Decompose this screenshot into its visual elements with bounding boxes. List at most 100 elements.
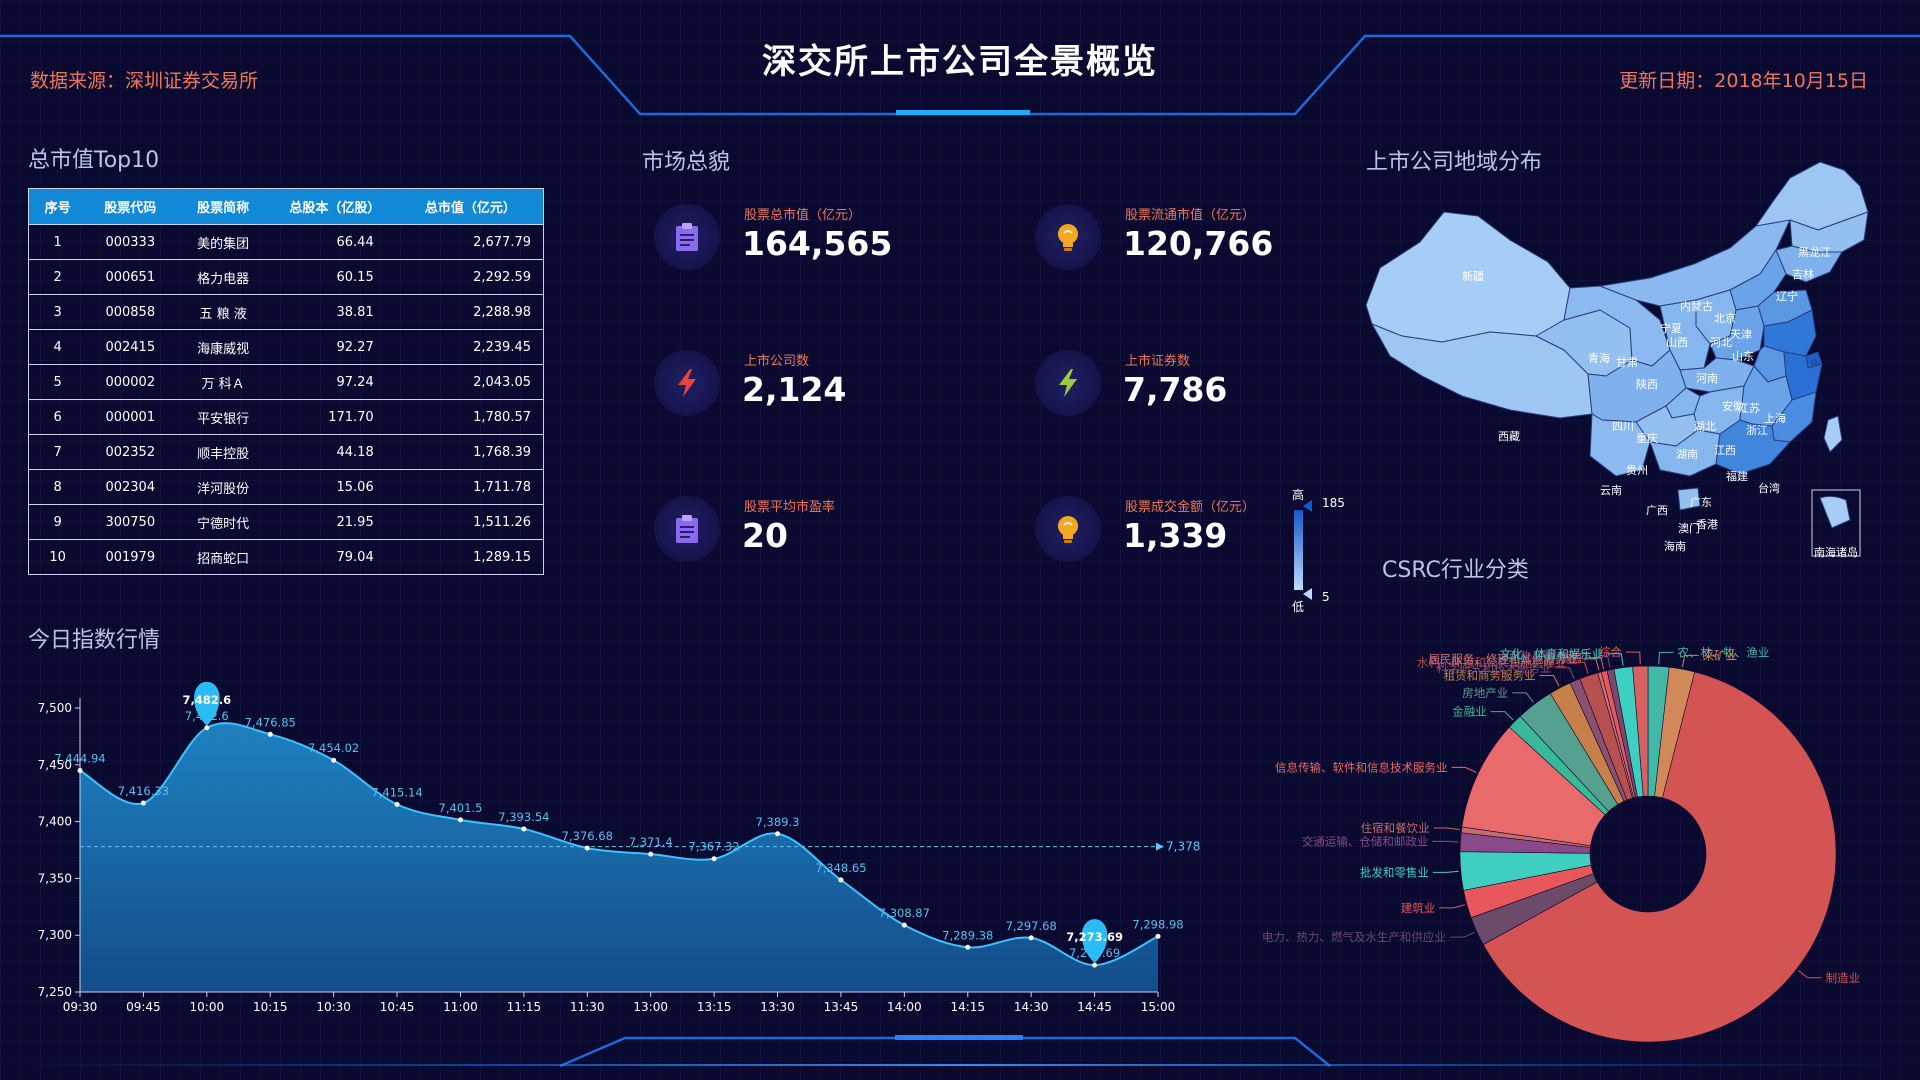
industry-slice[interactable]: [1632, 665, 1649, 797]
index-point[interactable]: [965, 944, 971, 950]
slice-leader-line: [1432, 840, 1459, 843]
index-title: 今日指数行情: [28, 628, 161, 653]
map-label: 天津: [1730, 328, 1752, 341]
index-point[interactable]: [648, 851, 654, 857]
kpi-label: 股票成交金额（亿元）: [1125, 500, 1256, 515]
kpi-turnover: 股票成交金额（亿元） 1,339: [1035, 490, 1365, 570]
clipboard-icon: [654, 204, 720, 270]
industry-slice[interactable]: [1482, 671, 1837, 1043]
col-header: 股票简称: [174, 188, 272, 225]
slice-leader-line: [1449, 931, 1476, 938]
x-tick-label: 14:45: [1077, 1000, 1112, 1014]
map-label: 四川: [1612, 420, 1634, 433]
table-cell: 3: [28, 294, 87, 330]
index-point[interactable]: [584, 845, 590, 851]
slice-label: 房地产业: [1462, 686, 1508, 700]
point-label: 7,476.85: [245, 715, 296, 729]
index-point[interactable]: [1028, 935, 1034, 941]
index-point[interactable]: [711, 856, 717, 862]
table-cell: 000333: [86, 224, 175, 260]
table-cell: 美的集团: [174, 224, 272, 260]
footer-glow: [0, 1064, 1920, 1066]
slice-leader-line: [1607, 653, 1624, 666]
slice-leader-line: [1681, 654, 1699, 668]
point-label: 7,454.02: [308, 741, 359, 755]
slice-leader-line: [1539, 674, 1560, 687]
index-point[interactable]: [1155, 933, 1161, 939]
slice-leader-line: [1451, 766, 1477, 774]
table-cell: 洋河股份: [174, 469, 272, 505]
index-point[interactable]: [77, 768, 83, 774]
slice-leader-line: [1432, 870, 1459, 873]
table-cell: 97.24: [271, 364, 398, 400]
index-point[interactable]: [394, 801, 400, 807]
slice-leader-line: [1433, 827, 1460, 831]
slice-label: 电力、热力、燃气及水生产和供应业: [1262, 930, 1446, 944]
data-source: 数据来源：深圳证券交易所: [30, 70, 259, 92]
table-cell: 10: [49, 549, 66, 565]
point-label: 7,376.68: [562, 829, 613, 843]
table-cell: 海康威视: [174, 329, 272, 365]
kpi-total-market-cap: 股票总市值（亿元） 164,565: [654, 198, 984, 278]
map-label: 澳门: [1678, 521, 1700, 535]
index-point[interactable]: [331, 757, 337, 763]
map-label: 贵州: [1626, 464, 1648, 477]
slice-label: 住宿和餐饮业: [1361, 821, 1430, 835]
index-point[interactable]: [267, 731, 273, 737]
map-label: 浙江: [1746, 424, 1768, 437]
index-point[interactable]: [775, 831, 781, 837]
table-row: 4 002415 海康威视 92.27 2,239.45: [28, 329, 544, 365]
map-region-liaoning[interactable]: [1775, 245, 1843, 283]
table-row: 5 000002 万 科Ａ 97.24 2,043.05: [28, 364, 544, 400]
point-label: 7,416.33: [118, 784, 169, 798]
point-label: 7,289.38: [942, 928, 993, 942]
map-label: 北京: [1714, 311, 1736, 325]
map-label: 宁夏: [1660, 321, 1682, 335]
point-label: 7,348.65: [815, 861, 866, 875]
index-point[interactable]: [140, 800, 146, 806]
slice-label: 科学研究和技术服务业: [1437, 661, 1552, 675]
min-marker[interactable]: 7,273.69: [1066, 919, 1123, 964]
lightning-icon: [654, 350, 720, 416]
footer-frame-line: [559, 1036, 1331, 1068]
x-tick-label: 11:15: [507, 1000, 542, 1014]
map-label: 内蒙古: [1680, 299, 1713, 313]
slice-label: 水利、环境和公共设施管理业: [1417, 655, 1567, 669]
map-label: 江西: [1714, 444, 1736, 457]
x-tick-label: 09:45: [126, 1000, 161, 1014]
map-region-taiwan[interactable]: [1823, 415, 1843, 453]
table-cell: 171.70: [271, 399, 398, 435]
index-point[interactable]: [1092, 962, 1098, 968]
slice-label: 教育: [1560, 651, 1583, 665]
point-label: 7,297.68: [1006, 919, 1057, 933]
y-tick-label: 7,450: [38, 758, 72, 772]
map-region-yunnan[interactable]: [1589, 413, 1651, 477]
point-label: 7,367.32: [689, 840, 740, 854]
col-header: 股票代码: [86, 188, 175, 225]
table-cell: 92.27: [271, 329, 398, 365]
max-marker[interactable]: 7,482.6: [182, 681, 231, 726]
index-point[interactable]: [838, 877, 844, 883]
table-cell: 300750: [86, 504, 175, 540]
market-title: 市场总貌: [642, 150, 731, 175]
index-point[interactable]: [521, 826, 527, 832]
kpi-value: 1,339: [1123, 516, 1228, 555]
kpi-value: 2,124: [742, 370, 847, 409]
table-cell: 21.95: [271, 504, 398, 540]
index-point[interactable]: [204, 725, 210, 731]
slice-leader-line: [1512, 692, 1534, 703]
index-point[interactable]: [457, 817, 463, 823]
table-cell: 顺丰控股: [174, 434, 272, 470]
visual-map-low-label: 低: [1292, 600, 1305, 614]
x-tick-label: 10:45: [380, 1000, 415, 1014]
map-region-hainan[interactable]: [1677, 487, 1701, 511]
visual-map-bar[interactable]: [1290, 500, 1316, 600]
map-label: 吉林: [1792, 267, 1814, 281]
index-point[interactable]: [901, 922, 907, 928]
table-row: 1 000333 美的集团 66.44 2,677.79: [28, 224, 544, 260]
table-cell: 2,239.45: [397, 329, 544, 365]
table-cell: 60.15: [271, 259, 398, 295]
map-region-guangdong[interactable]: [1715, 419, 1791, 475]
slice-label: 文化、体育和娱乐业: [1500, 647, 1604, 661]
lightning-icon: [1035, 350, 1101, 416]
